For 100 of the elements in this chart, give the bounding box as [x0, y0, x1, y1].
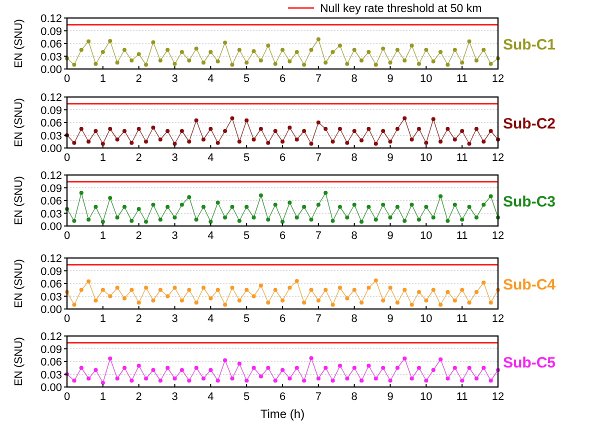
x-tick-label: 12	[492, 152, 504, 164]
x-tick-label: 5	[244, 230, 250, 242]
x-tick-label: 4	[208, 313, 214, 325]
x-tick-label: 12	[492, 73, 504, 85]
x-tick-label: 4	[208, 391, 214, 403]
y-axis-title: EN (SNU)	[13, 259, 25, 308]
x-tick-label: 6	[279, 313, 286, 325]
x-tick-label: 11	[456, 230, 468, 242]
x-tick-label: 8	[351, 73, 358, 85]
y-tick-label: 0.12	[40, 92, 62, 104]
x-tick-label: 8	[351, 391, 358, 403]
x-tick-label: 10	[420, 391, 432, 403]
y-tick-label: 0.06	[40, 118, 62, 130]
x-tick-label: 1	[100, 313, 106, 325]
x-tick-label: 1	[100, 152, 106, 164]
x-tick-label: 4	[208, 73, 214, 85]
y-axis-title: EN (SNU)	[13, 176, 25, 225]
series-label: Sub-C2	[503, 116, 556, 132]
x-tick-label: 3	[172, 391, 178, 403]
x-tick-label: 1	[100, 391, 106, 403]
x-tick-label: 2	[136, 152, 142, 164]
x-tick-label: 9	[387, 73, 394, 85]
x-tick-label: 10	[420, 230, 432, 242]
x-tick-label: 0	[64, 313, 70, 325]
y-tick-label: 0.06	[40, 38, 62, 50]
x-tick-label: 7	[315, 230, 322, 242]
x-tick-label: 12	[492, 391, 504, 403]
x-tick-label: 8	[351, 152, 358, 164]
y-tick-label: 0.12	[40, 13, 62, 25]
series-label: Sub-C3	[503, 194, 556, 210]
x-tick-label: 2	[136, 73, 142, 85]
x-tick-label: 10	[420, 152, 432, 164]
y-tick-label: 0.00	[40, 64, 62, 76]
y-tick-label: 0.00	[40, 221, 62, 233]
x-tick-label: 10	[420, 73, 432, 85]
y-tick-label: 0.12	[40, 253, 62, 265]
y-tick-label: 0.12	[40, 331, 62, 343]
y-tick-label: 0.03	[40, 291, 62, 304]
x-tick-label: 5	[244, 313, 250, 325]
x-tick-label: 7	[315, 391, 322, 403]
series-label: Sub-C1	[503, 36, 556, 54]
y-tick-label: 0.06	[40, 356, 62, 368]
x-tick-label: 3	[172, 230, 178, 242]
x-tick-label: 0	[64, 73, 70, 85]
x-tick-label: 9	[387, 391, 394, 403]
legend-label: Null key rate threshold at 50 km	[320, 3, 482, 15]
x-tick-label: 10	[420, 313, 432, 325]
x-tick-label: 4	[208, 230, 214, 242]
x-tick-label: 4	[208, 152, 214, 164]
y-tick-label: 0.09	[40, 344, 62, 356]
x-tick-label: 11	[456, 313, 468, 325]
x-tick-label: 6	[279, 152, 286, 164]
x-tick-label: 12	[492, 313, 504, 325]
x-tick-label: 8	[351, 313, 358, 325]
x-tick-label: 5	[244, 391, 250, 403]
y-tick-label: 0.12	[40, 170, 62, 182]
x-tick-label: 6	[279, 73, 286, 85]
y-tick-label: 0.06	[40, 278, 62, 290]
x-tick-label: 0	[64, 391, 70, 403]
y-tick-label: 0.09	[40, 266, 62, 278]
series-label: Sub-C4	[503, 276, 556, 294]
x-tick-label: 3	[172, 73, 178, 85]
x-tick-label: 0	[64, 230, 70, 242]
x-tick-label: 3	[172, 152, 178, 164]
x-tick-label: 7	[315, 152, 322, 164]
x-tick-label: 0	[64, 152, 70, 164]
x-axis-title: Time (h)	[260, 407, 305, 421]
x-tick-label: 9	[387, 313, 394, 325]
y-tick-label: 0.06	[40, 196, 62, 208]
x-tick-label: 5	[244, 152, 250, 164]
y-tick-label: 0.09	[40, 182, 62, 195]
y-tick-label: 0.03	[40, 51, 62, 64]
x-tick-label: 6	[279, 230, 286, 242]
y-axis-title: EN (SNU)	[13, 337, 25, 386]
x-tick-label: 6	[279, 391, 286, 403]
x-tick-label: 7	[315, 313, 322, 325]
x-tick-label: 12	[492, 230, 504, 242]
y-axis-title: EN (SNU)	[13, 19, 25, 68]
x-tick-label: 7	[315, 73, 322, 85]
y-tick-label: 0.00	[40, 304, 62, 316]
x-tick-label: 1	[100, 230, 106, 242]
y-tick-label: 0.03	[40, 208, 62, 220]
y-tick-label: 0.00	[40, 143, 62, 155]
x-tick-label: 2	[136, 391, 142, 403]
x-tick-label: 2	[136, 313, 142, 325]
y-tick-label: 0.09	[40, 104, 62, 117]
x-tick-label: 9	[387, 230, 394, 242]
x-tick-label: 11	[456, 73, 468, 85]
x-tick-label: 5	[244, 73, 250, 85]
y-tick-label: 0.09	[40, 26, 62, 38]
x-tick-label: 9	[387, 152, 394, 164]
y-tick-label: 0.00	[40, 382, 62, 394]
x-tick-label: 8	[351, 230, 358, 242]
y-tick-label: 0.03	[40, 130, 62, 142]
y-tick-label: 0.03	[40, 369, 62, 382]
series-label: Sub-C5	[503, 354, 556, 372]
x-tick-label: 3	[172, 313, 178, 325]
x-tick-label: 11	[456, 391, 468, 403]
x-tick-label: 11	[456, 152, 468, 164]
x-tick-label: 2	[136, 230, 142, 242]
